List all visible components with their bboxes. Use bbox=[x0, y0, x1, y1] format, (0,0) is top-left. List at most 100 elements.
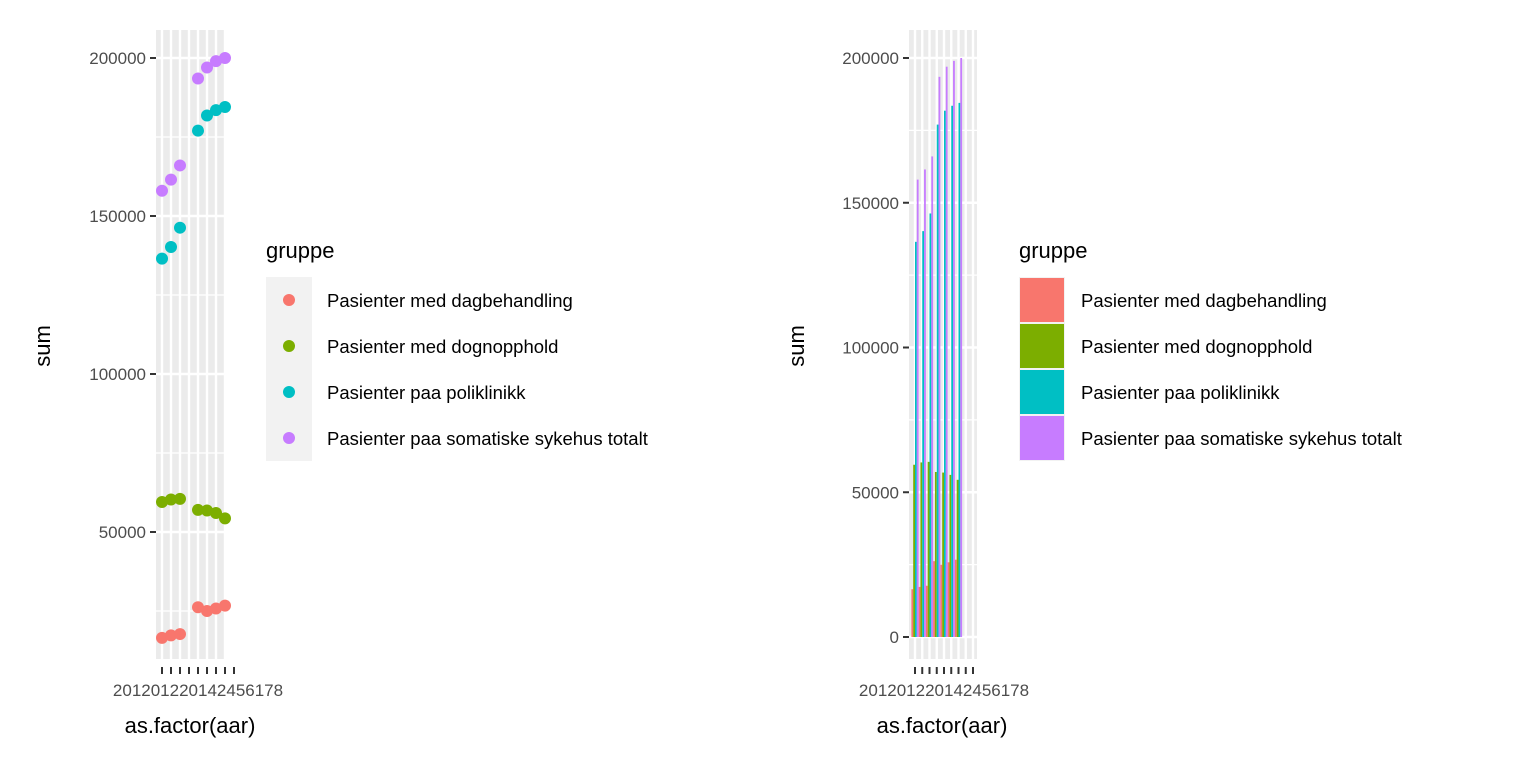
data-point bbox=[219, 52, 231, 64]
data-point bbox=[201, 109, 213, 122]
bar bbox=[918, 586, 921, 637]
x-tick-labels: 201201220142456178 bbox=[113, 681, 283, 700]
left-plot-legend-title: gruppe bbox=[266, 238, 335, 263]
data-point bbox=[156, 184, 168, 197]
legend-key-point bbox=[283, 386, 295, 398]
data-point bbox=[210, 55, 222, 68]
legend-label: Pasienter med dognopphold bbox=[1081, 336, 1312, 357]
y-tick-label: 100000 bbox=[842, 339, 899, 358]
bar bbox=[924, 169, 926, 637]
legend-key-swatch bbox=[1020, 278, 1064, 322]
left-plot-grid bbox=[156, 30, 236, 659]
data-point bbox=[156, 495, 168, 508]
bar bbox=[938, 76, 941, 637]
legend-label: Pasienter paa somatiske sykehus totalt bbox=[327, 428, 648, 449]
legend-key-point bbox=[283, 294, 295, 306]
data-point bbox=[174, 492, 186, 505]
bar bbox=[913, 464, 915, 637]
data-point bbox=[201, 504, 213, 517]
data-point bbox=[174, 628, 186, 641]
y-tick-label: 150000 bbox=[89, 207, 146, 226]
legend-label: Pasienter paa poliklinikk bbox=[1081, 382, 1280, 403]
legend-label: Pasienter med dagbehandling bbox=[1081, 290, 1327, 311]
legend-key-point bbox=[283, 432, 295, 444]
legend-label: Pasienter med dagbehandling bbox=[327, 290, 573, 311]
bar bbox=[931, 156, 934, 637]
data-point bbox=[156, 252, 168, 265]
left-plot-x-axis-title: as.factor(aar) bbox=[125, 713, 256, 738]
legend-label: Pasienter paa poliklinikk bbox=[327, 382, 526, 403]
data-point bbox=[192, 124, 204, 137]
data-point bbox=[165, 493, 177, 506]
left-plot-y-axis: 50000 100000 150000 200000 bbox=[89, 49, 156, 542]
bar bbox=[956, 479, 959, 637]
bar bbox=[951, 105, 954, 637]
bar bbox=[944, 110, 946, 637]
right-plot-y-axis-title: sum bbox=[784, 325, 809, 367]
y-tick-label: 0 bbox=[890, 628, 899, 647]
bar bbox=[916, 179, 919, 637]
bar bbox=[915, 241, 917, 637]
data-point bbox=[192, 72, 204, 85]
data-point bbox=[156, 631, 168, 644]
left-plot-x-axis: 201201220142456178 bbox=[113, 667, 283, 700]
bar bbox=[934, 471, 937, 637]
right-plot-x-axis: 201201220142456178 bbox=[859, 667, 1029, 700]
legend-label: Pasienter paa somatiske sykehus totalt bbox=[1081, 428, 1402, 449]
x-tick-labels: 201201220142456178 bbox=[859, 681, 1029, 700]
data-point bbox=[192, 503, 204, 516]
bar bbox=[911, 589, 914, 637]
bar bbox=[925, 585, 928, 637]
data-point bbox=[165, 173, 177, 186]
y-tick-label: 50000 bbox=[852, 483, 899, 502]
data-point bbox=[174, 159, 186, 172]
bar bbox=[942, 472, 944, 637]
bar bbox=[949, 474, 952, 637]
right-plot-x-axis-title: as.factor(aar) bbox=[877, 713, 1008, 738]
data-point bbox=[165, 629, 177, 642]
bar bbox=[920, 462, 923, 637]
data-point bbox=[210, 507, 222, 520]
bar bbox=[945, 66, 948, 637]
data-point bbox=[219, 100, 231, 113]
right-plot-bars bbox=[911, 58, 963, 638]
bar bbox=[936, 124, 939, 637]
data-point bbox=[219, 512, 231, 525]
left-plot: 50000 100000 150000 200000 2012012201424561… bbox=[30, 30, 648, 738]
legend-key-swatch bbox=[1020, 370, 1064, 414]
left-plot-points bbox=[156, 52, 231, 644]
data-point bbox=[210, 104, 222, 117]
data-point bbox=[210, 602, 222, 615]
right-plot-y-axis: 0 50000 100000 150000 200000 bbox=[842, 49, 909, 647]
right-plot: 0 50000 100000 150000 200000 201201220142456… bbox=[784, 30, 1402, 738]
bar bbox=[933, 561, 935, 637]
bar bbox=[958, 102, 961, 637]
left-plot-y-axis-title: sum bbox=[30, 325, 55, 367]
data-point bbox=[192, 601, 204, 614]
y-tick-label: 150000 bbox=[842, 194, 899, 213]
bar bbox=[929, 213, 932, 638]
y-tick-label: 200000 bbox=[842, 49, 899, 68]
legend-key-swatch bbox=[1020, 416, 1064, 460]
left-plot-legend: gruppe Pasienter med dagbehandling Pasien… bbox=[266, 238, 648, 461]
right-plot-legend: gruppe Pasienter med dagbehandling Pasien… bbox=[1019, 238, 1402, 461]
legend-label: Pasienter med dognopphold bbox=[327, 336, 558, 357]
y-tick-label: 100000 bbox=[89, 365, 146, 384]
right-plot-legend-title: gruppe bbox=[1019, 238, 1088, 263]
data-point bbox=[219, 599, 231, 612]
y-tick-label: 200000 bbox=[89, 49, 146, 68]
data-point bbox=[174, 221, 186, 234]
bar bbox=[954, 559, 957, 637]
legend-key-swatch bbox=[1020, 324, 1064, 368]
bar bbox=[960, 58, 963, 637]
left-plot-panel bbox=[156, 30, 225, 659]
bar bbox=[922, 231, 925, 637]
y-tick-label: 50000 bbox=[99, 523, 146, 542]
bar bbox=[940, 564, 943, 637]
bar bbox=[953, 60, 955, 637]
data-point bbox=[165, 240, 177, 253]
data-point bbox=[201, 61, 213, 74]
data-point bbox=[201, 605, 213, 617]
legend-key-point bbox=[283, 340, 295, 352]
